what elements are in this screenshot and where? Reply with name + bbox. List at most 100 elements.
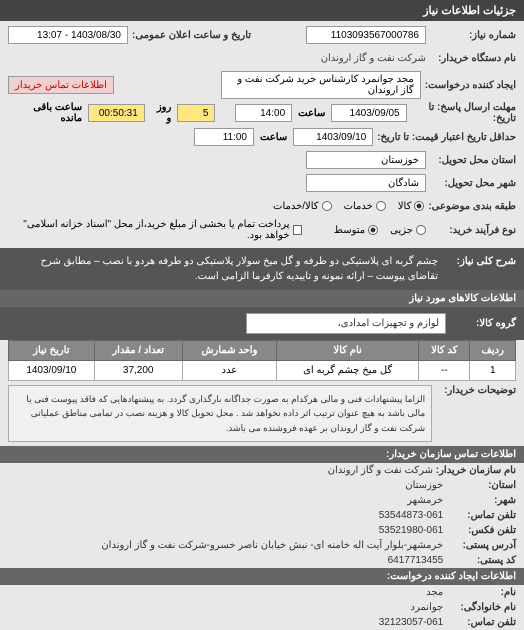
- buyer-org-row: نام دستگاه خریدار: شرکت نفت و گاز اروندا…: [8, 48, 516, 68]
- notes-section: توضیحات خریدار: الزاما پیشنهادات فنی و م…: [0, 381, 524, 446]
- th-name: نام کالا: [277, 341, 419, 361]
- price-validity-time: 11:00: [194, 128, 254, 146]
- contact-info-button[interactable]: اطلاعات تماس خریدار: [8, 76, 114, 94]
- city-value: شادگان: [306, 174, 426, 192]
- radio-both[interactable]: [322, 201, 332, 211]
- creator-label: ایجاد کننده درخواست:: [421, 80, 516, 91]
- contact-city-value: خرمشهر: [407, 495, 443, 506]
- process-type-radios: جزیی متوسط پرداخت تمام یا بخشی از مبلغ خ…: [8, 219, 426, 241]
- creator-row: ایجاد کننده درخواست: مجد جوانمرد کارشناس…: [8, 71, 516, 99]
- deadline-row: مهلت ارسال پاسخ: تا تاریخ: 1403/09/05 سا…: [8, 102, 516, 124]
- th-date: تاریخ نیاز: [9, 341, 95, 361]
- th-qty: تعداد / مقدار: [94, 341, 182, 361]
- td-unit: عدد: [182, 361, 276, 381]
- header-title: جزئیات اطلاعات نیاز: [423, 5, 516, 17]
- radio-jozi[interactable]: [416, 225, 426, 235]
- days-and-label: روز و: [151, 102, 172, 124]
- province-value: خوزستان: [306, 151, 426, 169]
- table-header-row: ردیف کد کالا نام کالا واحد شمارش تعداد /…: [9, 341, 516, 361]
- radio-jozi-label: جزیی: [390, 225, 413, 236]
- contact-city-label: شهر:: [446, 495, 516, 506]
- contact-org-label: نام سازمان خریدار:: [436, 465, 516, 476]
- main-container: جزئیات اطلاعات نیاز شماره نیاز: 11030935…: [0, 0, 524, 630]
- city-label: شهر محل تحویل:: [426, 178, 516, 189]
- goods-group-label: گروه کالا:: [446, 316, 516, 331]
- contact-address-line: آدرس پستی: خرمشهر-بلوار آیت اله خامنه ای…: [0, 538, 524, 553]
- radio-khadamat[interactable]: [376, 201, 386, 211]
- request-number-row: شماره نیاز: 1103093567000786 تاریخ و ساع…: [8, 25, 516, 45]
- radio-both-item[interactable]: کالا/خدمات: [273, 201, 332, 212]
- province-label: استان محل تحویل:: [426, 155, 516, 166]
- contact-phone-value: 53544873-061: [379, 510, 444, 521]
- radio-khadamat-item[interactable]: خدمات: [344, 201, 386, 212]
- deadline-label: مهلت ارسال پاسخ: تا تاریخ:: [407, 102, 516, 124]
- request-number-label: شماره نیاز:: [426, 30, 516, 41]
- td-row-num: 1: [470, 361, 516, 381]
- radio-motevasset-label: متوسط: [334, 225, 365, 236]
- contact-province-label: استان:: [446, 480, 516, 491]
- process-type-label: نوع فرآیند خرید:: [426, 225, 516, 236]
- contact-fax-value: 53521980-061: [379, 525, 444, 536]
- contact-org-line: نام سازمان خریدار: شرکت نفت و گاز اروندا…: [0, 463, 524, 478]
- radio-kala-label: کالا: [398, 201, 412, 212]
- payment-note: پرداخت تمام یا بخشی از مبلغ خرید،از محل …: [8, 219, 290, 241]
- requester-family-line: نام خانوادگی: جوانمرد: [0, 600, 524, 615]
- deadline-date: 1403/09/05: [331, 104, 406, 122]
- price-validity-date: 1403/09/10: [293, 128, 373, 146]
- creator-value: مجد جوانمرد کارشناس خرید شرکت نفت و گاز …: [221, 71, 421, 99]
- requester-name-line: نام: مجد: [0, 585, 524, 600]
- price-validity-time-label: ساعت: [260, 132, 287, 143]
- price-validity-row: حداقل تاریخ اعتبار قیمت: تا تاریخ: 1403/…: [8, 127, 516, 147]
- contact-org-value: شرکت نفت و گاز اروندان: [328, 465, 433, 476]
- payment-checkbox[interactable]: [293, 225, 302, 235]
- contact-fax-line: تلفن فکس: 53521980-061: [0, 523, 524, 538]
- radio-khadamat-label: خدمات: [344, 201, 373, 212]
- price-validity-label: حداقل تاریخ اعتبار قیمت: تا تاریخ:: [373, 132, 516, 143]
- radio-motevasset-item[interactable]: متوسط: [334, 225, 378, 236]
- td-code: --: [419, 361, 470, 381]
- contact-phone-label: تلفن تماس:: [446, 510, 516, 521]
- th-code: کد کالا: [419, 341, 470, 361]
- announce-datetime-value: 1403/08/30 - 13:07: [8, 26, 128, 44]
- contact-city-line: شهر: خرمشهر: [0, 493, 524, 508]
- province-row: استان محل تحویل: خوزستان: [8, 150, 516, 170]
- requester-phone-value: 32123057-061: [379, 617, 444, 628]
- contact-postal-label: کد پستی:: [446, 555, 516, 566]
- goods-table: ردیف کد کالا نام کالا واحد شمارش تعداد /…: [8, 340, 516, 381]
- time-remaining-label: ساعت باقی مانده: [14, 102, 82, 124]
- radio-both-label: کالا/خدمات: [273, 201, 319, 212]
- goods-group-value: لوازم و تجهیزات امدادی،: [246, 313, 446, 334]
- payment-checkbox-item[interactable]: پرداخت تمام یا بخشی از مبلغ خرید،از محل …: [8, 219, 302, 241]
- radio-motevasset[interactable]: [368, 225, 378, 235]
- contact-postal-line: کد پستی: 6417713455: [0, 553, 524, 568]
- city-row: شهر محل تحویل: شادگان: [8, 173, 516, 193]
- notes-text: الزاما پیشنهادات فنی و مالی هرکدام به صو…: [8, 385, 432, 442]
- radio-jozi-item[interactable]: جزیی: [390, 225, 426, 236]
- th-row-num: ردیف: [470, 341, 516, 361]
- tech-spec-label: شرح کلی نیاز:: [446, 254, 516, 269]
- request-number-value: 1103093567000786: [306, 26, 426, 44]
- th-unit: واحد شمارش: [182, 341, 276, 361]
- requester-name-value: مجد: [426, 587, 443, 598]
- radio-kala-item[interactable]: کالا: [398, 201, 425, 212]
- classification-row: طبقه بندی موضوعی: کالا خدمات کالا/خدمات: [8, 196, 516, 216]
- page-header: جزئیات اطلاعات نیاز: [0, 0, 524, 21]
- tech-spec-text: چشم گربه ای پلاستیکی دو طرفه و گل میخ سو…: [8, 254, 438, 284]
- deadline-time: 14:00: [235, 104, 292, 122]
- td-name: گل میخ چشم گربه ای: [277, 361, 419, 381]
- contact-postal-value: 6417713455: [388, 555, 444, 566]
- td-date: 1403/09/10: [9, 361, 95, 381]
- days-remaining: 5: [177, 104, 215, 122]
- requester-family-value: جوانمرد: [411, 602, 444, 613]
- classification-label: طبقه بندی موضوعی:: [424, 201, 516, 212]
- details-section: شماره نیاز: 1103093567000786 تاریخ و ساع…: [0, 21, 524, 248]
- classification-radios: کالا خدمات کالا/خدمات: [273, 201, 424, 212]
- radio-kala[interactable]: [414, 201, 424, 211]
- contact-province-line: استان: خوزستان: [0, 478, 524, 493]
- table-section: ردیف کد کالا نام کالا واحد شمارش تعداد /…: [0, 340, 524, 381]
- announce-datetime-label: تاریخ و ساعت اعلان عمومی:: [128, 30, 251, 41]
- notes-label: توضیحات خریدار:: [440, 385, 516, 396]
- requester-header: اطلاعات ایجاد کننده درخواست:: [0, 568, 524, 585]
- requester-name-label: نام:: [446, 587, 516, 598]
- contact-phone-line: تلفن تماس: 53544873-061: [0, 508, 524, 523]
